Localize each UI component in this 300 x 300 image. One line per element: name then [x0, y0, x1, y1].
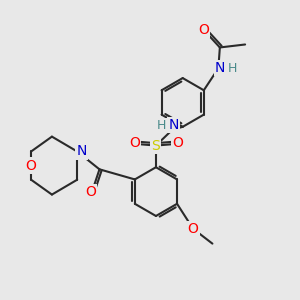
Text: N: N — [76, 145, 87, 158]
Text: N: N — [215, 61, 225, 75]
Text: O: O — [129, 136, 140, 150]
Text: H: H — [157, 119, 167, 132]
Text: O: O — [26, 159, 37, 172]
Text: H: H — [228, 62, 237, 75]
Text: O: O — [85, 184, 96, 199]
Text: O: O — [188, 222, 199, 236]
Text: N: N — [169, 118, 179, 132]
Text: O: O — [172, 136, 183, 150]
Text: S: S — [152, 139, 160, 152]
Text: O: O — [198, 22, 209, 37]
